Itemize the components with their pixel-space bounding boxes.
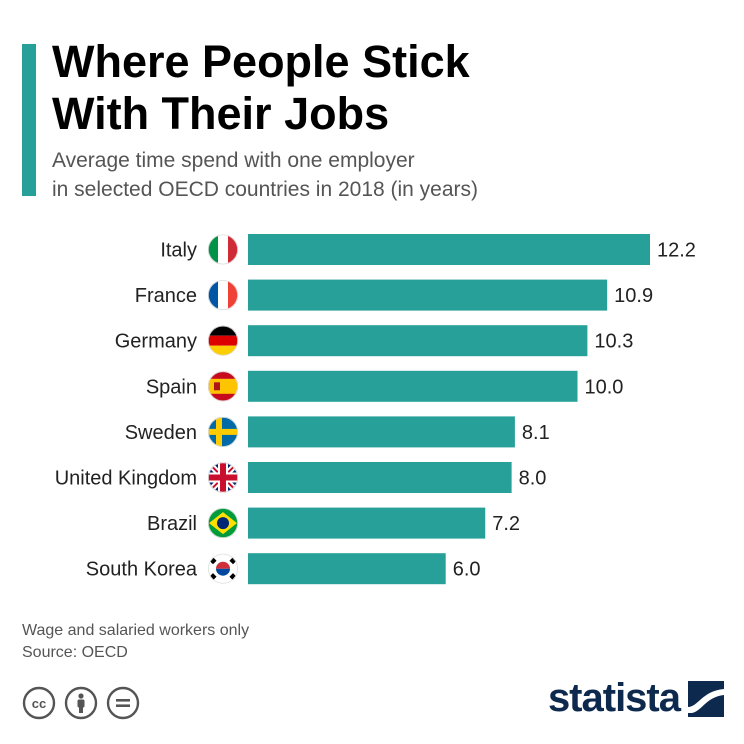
chart-subtitle: Average time spend with one employer in … <box>52 146 712 204</box>
title-line-2: With Their Jobs <box>52 88 390 139</box>
statista-logo-icon <box>688 680 724 717</box>
bar-row: France 10.9 <box>135 279 653 311</box>
creative-commons-icon[interactable]: cc <box>22 686 56 720</box>
svg-text:cc: cc <box>32 696 46 711</box>
attribution-icon[interactable] <box>64 686 98 720</box>
value-label: 10.0 <box>585 376 624 398</box>
flag-brazil-icon <box>207 508 238 539</box>
flag-france-icon <box>207 280 238 311</box>
bar-row: Sweden 8.1 <box>125 416 550 448</box>
category-label: United Kingdom <box>55 468 197 490</box>
category-label: France <box>135 285 197 307</box>
bar-row: Italy 12.2 <box>160 234 696 265</box>
title-line-1: Where People Stick <box>52 36 470 87</box>
flag-sweden-icon <box>207 416 238 447</box>
flag-germany-icon <box>207 325 238 356</box>
brand-name: statista <box>547 676 681 720</box>
bar <box>248 234 650 265</box>
value-label: 6.0 <box>453 559 481 581</box>
value-label: 8.1 <box>522 422 550 444</box>
flag-south-korea-icon <box>207 553 238 584</box>
bar <box>248 507 486 539</box>
category-label: Spain <box>146 376 197 398</box>
source-note: Source: OECD <box>22 644 128 661</box>
license-icons: cc <box>22 686 140 720</box>
footnote: Wage and salaried workers only <box>22 622 250 639</box>
bar-row: United Kingdom 8.0 <box>55 462 547 493</box>
subtitle-line-1: Average time spend with one employer <box>52 149 415 172</box>
bar-row: Spain 10.0 <box>146 370 624 402</box>
flag-uk-icon <box>207 462 238 493</box>
value-label: 7.2 <box>492 513 520 535</box>
category-label: Germany <box>115 331 197 353</box>
flag-italy-icon <box>207 234 238 265</box>
bar-row: Brazil 7.2 <box>147 507 520 539</box>
bar <box>248 553 446 585</box>
value-label: 10.3 <box>594 331 633 353</box>
bar-row: Germany 10.3 <box>115 325 633 357</box>
chart-title: Where People Stick With Their Jobs <box>52 36 712 140</box>
subtitle-line-2: in selected OECD countries in 2018 (in y… <box>52 178 479 201</box>
accent-bar <box>22 44 36 196</box>
no-derivatives-icon[interactable] <box>106 686 140 720</box>
value-label: 10.9 <box>614 285 653 307</box>
bar <box>248 370 578 402</box>
statista-logo[interactable]: statista <box>548 676 724 721</box>
bar-row: South Korea 6.0 <box>86 553 481 585</box>
category-label: Italy <box>160 240 197 262</box>
bar <box>248 416 515 448</box>
bar <box>248 462 512 493</box>
value-label: 12.2 <box>657 240 696 262</box>
category-label: Brazil <box>147 513 197 535</box>
value-label: 8.0 <box>519 468 547 490</box>
category-label: Sweden <box>125 422 197 444</box>
flag-spain-icon <box>207 371 238 402</box>
bar <box>248 325 588 357</box>
bar <box>248 279 608 311</box>
category-label: South Korea <box>86 559 198 581</box>
